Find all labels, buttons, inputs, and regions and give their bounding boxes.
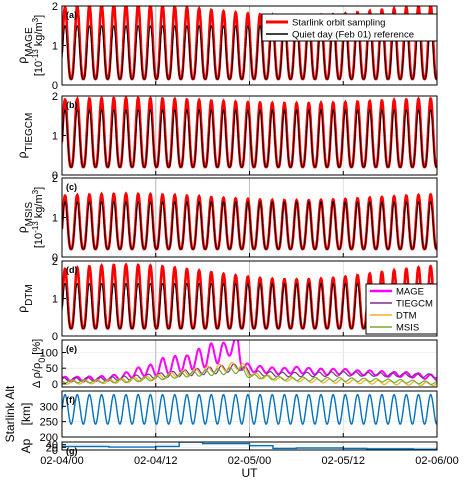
y-tick-label: 200 <box>40 432 58 444</box>
y-tick-label: 2 <box>52 256 58 268</box>
y-tick-label: 0 <box>52 445 58 457</box>
legend-box <box>365 283 438 335</box>
x-tick-label: 02-04/12 <box>134 455 177 467</box>
y-axis-label: Δ ρ/ρ0 [%] <box>31 339 47 388</box>
y-axis-unit: [km] <box>19 403 33 426</box>
panel-e: 0 50 100 (e) Δ ρ/ρ0 [%] <box>31 339 438 391</box>
y-tick-label: 20 <box>46 442 58 454</box>
series-quiet-day-reference <box>62 200 437 250</box>
plot-area <box>62 96 437 169</box>
series-starlink-altitude <box>62 393 437 425</box>
y-tick-label: 1 <box>52 41 58 53</box>
legend-label: MAGE <box>396 287 424 298</box>
panel-tag: (e) <box>66 344 77 354</box>
y-tick-label: 0 <box>52 252 58 264</box>
y-tick-label: 0 <box>52 170 58 182</box>
y-tick-label: 1 <box>52 294 58 306</box>
series-tiegcm <box>62 363 437 382</box>
panel-tag: (g) <box>66 446 78 456</box>
plot-area <box>62 191 437 251</box>
legend-box <box>261 13 438 42</box>
y-axis-label: Ap <box>19 438 33 453</box>
legend-label: MSIS <box>396 323 419 334</box>
y-axis-unit: [10-13 kg/m3] <box>31 187 46 248</box>
y-axis-label: ρDTM <box>15 284 35 313</box>
series-quiet-day-reference <box>62 25 437 80</box>
x-tick-label: 02-04/00 <box>40 455 83 467</box>
legend-label: Quiet day (Feb 01) reference <box>292 30 414 41</box>
series-quiet-day-reference <box>62 108 437 168</box>
panel-a: 0 1 2 (a) ρMAGE[10-13 kg/m3] <box>15 1 438 92</box>
y-tick-label: 40 <box>46 440 58 452</box>
panel-tag: (a) <box>66 10 77 20</box>
y-tick-label: 2 <box>52 91 58 103</box>
y-axis-label: ρTIEGCM <box>15 113 35 159</box>
panel-b: 0 1 2 (b) ρTIEGCM <box>15 91 438 182</box>
series-mage <box>62 340 437 383</box>
panel-tag: (f) <box>66 395 75 405</box>
x-tick-label: 02-06/00 <box>415 455 458 467</box>
y-axis-label: ρMAGE <box>15 27 35 64</box>
y-tick-label: 100 <box>40 348 58 360</box>
x-tick-label: 02-05/12 <box>322 455 365 467</box>
panel-tag: (c) <box>66 182 77 192</box>
y-tick-label: 300 <box>40 401 58 413</box>
y-tick-label: 2 <box>52 173 58 185</box>
series-msis <box>62 365 437 385</box>
x-axis-label: UT <box>242 466 259 480</box>
legend-label: TIEGCM <box>396 299 433 310</box>
y-tick-label: 1 <box>52 131 58 143</box>
legend-label: DTM <box>396 311 417 322</box>
y-axis-label: ρMSIS <box>15 202 35 234</box>
series-ap <box>62 442 437 450</box>
legend-label: Starlink orbit sampling <box>292 18 385 29</box>
y-tick-label: 0 <box>52 80 58 92</box>
plot-area <box>62 6 437 81</box>
panel-f: 200 250 300 (f) Starlink Alt [km] <box>3 385 438 444</box>
x-tick-label: 02-05/00 <box>228 455 271 467</box>
panel-tag: (d) <box>66 265 78 275</box>
y-tick-label: 1 <box>52 213 58 225</box>
plot-area <box>62 340 437 387</box>
series-dtm <box>62 361 437 387</box>
y-tick-label: 50 <box>46 363 58 375</box>
y-axis-unit: [10-13 kg/m3] <box>31 15 46 76</box>
plot-area <box>62 442 437 450</box>
plot-area <box>62 393 437 425</box>
y-tick-label: 0 <box>52 331 58 343</box>
y-tick-label: 2 <box>52 1 58 13</box>
panel-tag: (b) <box>66 100 78 110</box>
y-axis-label: Starlink Alt <box>3 385 17 442</box>
y-tick-label: 250 <box>40 417 58 429</box>
y-tick-label: 0 <box>52 379 58 391</box>
panel-c: 0 1 2 (c) ρMSIS[10-13 kg/m3] <box>15 173 438 264</box>
